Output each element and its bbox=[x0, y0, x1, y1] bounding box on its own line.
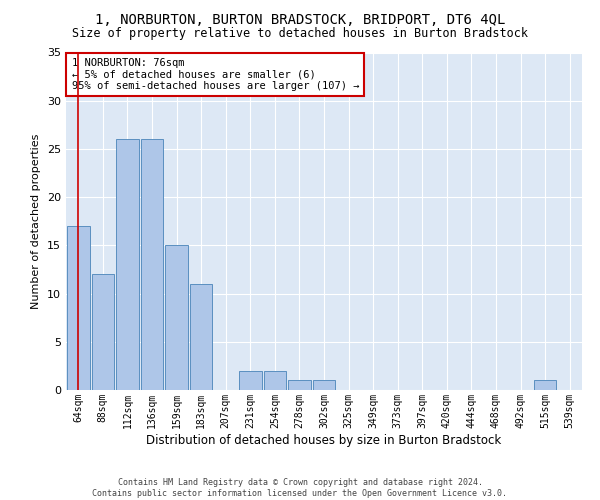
Text: 1, NORBURTON, BURTON BRADSTOCK, BRIDPORT, DT6 4QL: 1, NORBURTON, BURTON BRADSTOCK, BRIDPORT… bbox=[95, 12, 505, 26]
Text: Size of property relative to detached houses in Burton Bradstock: Size of property relative to detached ho… bbox=[72, 28, 528, 40]
Bar bbox=[140, 140, 163, 390]
Bar bbox=[92, 274, 114, 390]
Text: 1 NORBURTON: 76sqm
← 5% of detached houses are smaller (6)
95% of semi-detached : 1 NORBURTON: 76sqm ← 5% of detached hous… bbox=[71, 58, 359, 92]
Bar bbox=[288, 380, 311, 390]
Text: Contains HM Land Registry data © Crown copyright and database right 2024.
Contai: Contains HM Land Registry data © Crown c… bbox=[92, 478, 508, 498]
Bar bbox=[116, 140, 139, 390]
Bar bbox=[313, 380, 335, 390]
Bar bbox=[190, 284, 212, 390]
Y-axis label: Number of detached properties: Number of detached properties bbox=[31, 134, 41, 309]
X-axis label: Distribution of detached houses by size in Burton Bradstock: Distribution of detached houses by size … bbox=[146, 434, 502, 446]
Bar bbox=[239, 370, 262, 390]
Bar bbox=[534, 380, 556, 390]
Bar bbox=[165, 246, 188, 390]
Bar bbox=[263, 370, 286, 390]
Bar bbox=[67, 226, 89, 390]
